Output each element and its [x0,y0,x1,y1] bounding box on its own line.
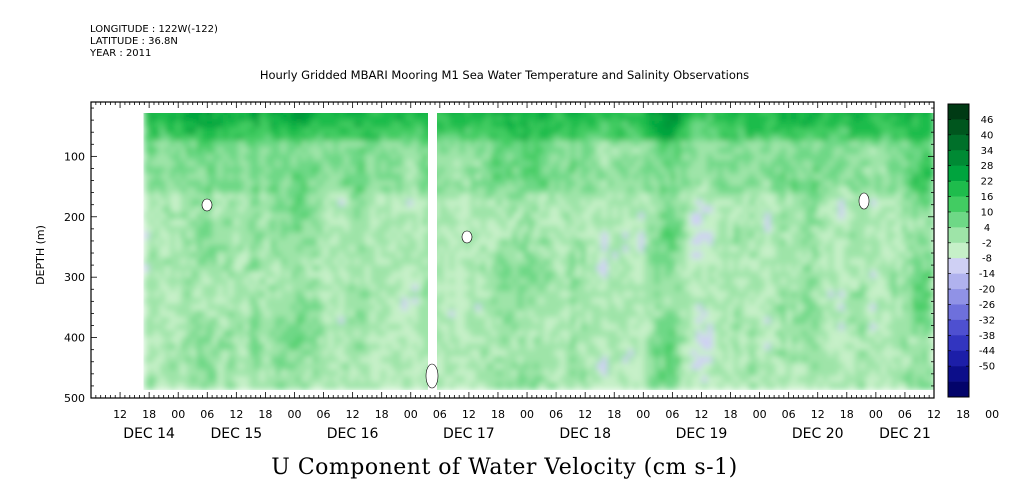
metadata-block: LONGITUDE : 122W(-122) LATITUDE : 36.8N … [90,24,218,60]
colorbar-level-label: 10 [981,207,994,218]
y-tick-label: 400 [64,332,85,345]
gap-column [428,110,437,398]
x-hour-tick-label: 06 [200,408,214,421]
x-axis: 12 18 00 06 12 18 00 06 12 18 00 06 12 18 00 06 12 18 00 06… [90,102,999,442]
colorbar-level-label: -14 [979,269,995,280]
missing-data-spot [858,192,870,210]
colorbar-level-label: 22 [981,177,994,188]
colorbar-level-label: 34 [981,146,994,157]
x-hour-tick-label: 12 [811,408,825,421]
variable-title: U Component of Water Velocity (cm s-1) [271,455,738,480]
colorbar-level-label: 16 [981,192,994,203]
x-hour-tick-label: 12 [578,408,592,421]
colorbar-swatch [948,227,969,244]
x-hour-tick-label: 06 [433,408,447,421]
data-gap [201,110,870,398]
colorbar-level-label: -44 [979,346,995,357]
x-hour-tick-label: 18 [724,408,738,421]
year-label: YEAR : 2011 [90,48,152,59]
y-tick-label: 100 [64,150,85,163]
x-hour-tick-label: 06 [549,408,563,421]
missing-data-spot [425,363,439,389]
colorbar: 46 40 34 28 22 16 10 4 -2 -8 -14 -20 -26 -32 -38 -44 -50 [947,103,995,398]
x-hour-tick-label: 00 [287,408,301,421]
y-tick-label: 500 [64,392,85,405]
colorbar-swatch [948,134,969,151]
x-hour-tick-label: 12 [346,408,360,421]
x-hour-tick-label: 06 [665,408,679,421]
x-hour-tick-label: 06 [317,408,331,421]
colorbar-swatch [948,258,969,274]
y-axis: 100 200 300 400 500 [64,107,934,405]
x-hour-tick-label: 12 [927,408,941,421]
colorbar-swatch [948,211,969,228]
colorbar-level-label: -26 [979,300,995,311]
colorbar-swatch [948,335,969,352]
y-tick-label: 300 [64,271,85,284]
x-hour-tick-label: 12 [229,408,243,421]
latitude-label: LATITUDE : 36.8N [90,36,178,47]
colorbar-level-label: -2 [982,238,992,249]
colorbar-swatch [948,319,969,336]
colorbar-swatch [948,381,969,398]
colorbar-swatch [948,181,969,197]
x-date-label: DEC 18 [559,426,611,442]
x-date-label: DEC 21 [879,426,931,442]
y-tick-label: 200 [64,211,85,224]
colorbar-swatch [948,242,969,259]
heatmap-field [143,113,934,390]
x-hour-tick-label: 18 [607,408,621,421]
colorbar-swatch [948,119,969,136]
colorbar-swatch [948,165,969,182]
missing-data-spot [201,198,213,212]
colorbar-swatch [948,366,969,382]
x-date-label: DEC 16 [327,426,379,442]
x-date-label: DEC 17 [443,426,495,442]
x-hour-tick-label: 00 [985,408,999,421]
missing-data-spot [461,230,473,244]
colorbar-level-label: 4 [984,223,990,234]
colorbar-swatch [948,289,969,305]
x-hour-tick-label: 18 [375,408,389,421]
x-hour-tick-label: 00 [404,408,418,421]
x-hour-tick-label: 18 [840,408,854,421]
x-hour-tick-label: 18 [142,408,156,421]
colorbar-swatch [948,150,969,166]
colorbar-swatch [948,104,969,120]
x-hour-tick-label: 00 [636,408,650,421]
colorbar-level-label: 40 [981,130,994,141]
x-date-label: DEC 15 [211,426,263,442]
x-date-label: DEC 19 [676,426,728,442]
colorbar-swatch [948,304,969,321]
colorbar-level-label: -50 [979,362,995,373]
colorbar-swatch [948,273,969,290]
colorbar-level-label: -20 [979,285,995,296]
x-hour-tick-label: 06 [898,408,912,421]
x-hour-tick-label: 18 [258,408,272,421]
x-hour-tick-label: 12 [113,408,127,421]
colorbar-level-label: -8 [982,254,992,265]
y-axis-label: DEPTH (m) [34,225,47,285]
x-date-label: DEC 20 [792,426,844,442]
colorbar-level-label: 46 [981,115,994,126]
x-hour-tick-label: 18 [491,408,505,421]
colorbar-level-label: -32 [979,315,995,326]
x-hour-tick-label: 00 [520,408,534,421]
x-hour-tick-label: 12 [694,408,708,421]
longitude-label: LONGITUDE : 122W(-122) [90,24,218,35]
colorbar-level-label: 28 [981,161,994,172]
x-hour-tick-label: 18 [956,408,970,421]
chart-title: Hourly Gridded MBARI Mooring M1 Sea Wate… [259,68,750,82]
x-hour-tick-label: 00 [869,408,883,421]
x-hour-tick-label: 00 [753,408,767,421]
x-date-label: DEC 14 [123,426,175,442]
x-hour-tick-label: 06 [782,408,796,421]
x-hour-tick-label: 12 [462,408,476,421]
colorbar-swatch [948,350,969,367]
colorbar-level-label: -38 [979,331,995,342]
x-hour-tick-label: 00 [171,408,185,421]
colorbar-swatch [948,196,969,213]
